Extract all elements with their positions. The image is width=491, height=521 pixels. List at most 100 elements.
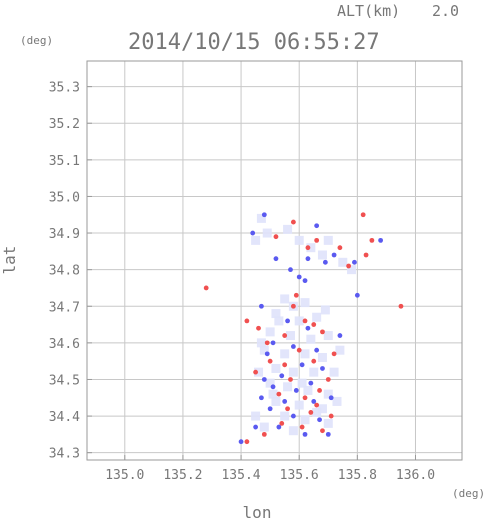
x-tick-label: 136.0 — [396, 468, 435, 483]
weak-echo-point — [280, 411, 290, 421]
positive-echo-point — [302, 318, 308, 324]
positive-echo-point — [325, 377, 331, 382]
y-unit-label: (deg) — [20, 34, 53, 47]
y-tick-label: 34.3 — [49, 447, 80, 462]
x-tick-label: 135.8 — [338, 468, 377, 483]
positive-echo-point — [293, 292, 299, 298]
positive-echo-point — [267, 358, 273, 364]
weak-echo-point — [332, 396, 342, 406]
negative-echo-point — [305, 325, 311, 331]
altitude-label: ALT(km) — [337, 2, 400, 20]
negative-echo-point — [259, 395, 264, 401]
negative-echo-point — [285, 318, 290, 324]
negative-echo-point — [325, 431, 331, 437]
negative-echo-point — [276, 424, 282, 430]
positive-echo-point — [282, 333, 288, 338]
positive-echo-point — [311, 358, 317, 364]
weak-echo-point — [306, 334, 316, 344]
weak-echo-point — [338, 257, 348, 267]
altitude-value: 2.0 — [432, 2, 459, 20]
weak-echo-point — [288, 426, 298, 436]
negative-echo-point — [322, 259, 328, 265]
weak-echo-point — [280, 349, 290, 359]
negative-echo-point — [270, 384, 276, 390]
plot-frame — [86, 60, 463, 461]
positive-echo-point — [311, 322, 317, 327]
negative-echo-point — [337, 333, 343, 338]
negative-echo-point — [311, 399, 317, 404]
positive-echo-point — [360, 212, 366, 218]
positive-echo-point — [288, 377, 293, 382]
weak-echo-point — [294, 235, 304, 245]
negative-echo-point — [299, 362, 305, 368]
negative-echo-point — [328, 395, 334, 401]
x-tick-label: 135.6 — [280, 468, 319, 483]
positive-echo-point — [337, 245, 343, 251]
weak-echo-point — [309, 367, 319, 377]
positive-echo-point — [285, 406, 290, 412]
weak-echo-point — [294, 400, 304, 410]
weak-echo-point — [268, 389, 278, 399]
negative-echo-point — [250, 230, 256, 236]
weak-echo-point — [317, 250, 327, 260]
positive-echo-point — [331, 351, 337, 357]
data-points — [203, 212, 404, 445]
positive-echo-point — [314, 402, 320, 408]
weak-echo-point — [317, 353, 327, 363]
negative-echo-point — [331, 252, 337, 258]
x-axis-label: lon — [243, 503, 272, 521]
y-tick-label: 35.3 — [49, 81, 80, 96]
x-tick-label: 135.0 — [105, 468, 144, 483]
negative-echo-point — [264, 351, 270, 357]
negative-echo-point — [238, 439, 244, 445]
positive-echo-point — [317, 388, 322, 393]
timestamp-title: 2014/10/15 06:55:27 — [128, 30, 380, 55]
tick-marks — [87, 86, 416, 460]
y-tick-label: 34.6 — [49, 337, 80, 352]
weak-echo-point — [280, 294, 290, 304]
positive-echo-point — [279, 420, 285, 426]
y-tick-label: 34.8 — [49, 264, 80, 279]
negative-echo-point — [267, 406, 273, 412]
negative-echo-point — [270, 340, 276, 346]
negative-echo-point — [253, 424, 259, 430]
positive-echo-point — [264, 340, 270, 346]
positive-echo-point — [290, 303, 296, 309]
negative-echo-point — [261, 377, 267, 382]
y-tick-label: 34.4 — [49, 410, 80, 425]
weak-echo-point — [271, 363, 281, 373]
positive-echo-point — [253, 369, 259, 375]
positive-echo-point — [320, 329, 325, 335]
weak-echo-point — [256, 213, 266, 223]
positive-echo-point — [261, 431, 267, 437]
weak-echo-point — [288, 367, 298, 377]
positive-echo-point — [296, 347, 302, 353]
weak-echo-point — [265, 378, 275, 388]
weak-echo-point — [323, 418, 333, 428]
negative-echo-point — [352, 259, 357, 265]
negative-echo-point — [354, 292, 360, 298]
negative-echo-point — [302, 431, 308, 437]
weak-echo-point — [323, 389, 333, 399]
weak-echo-point — [256, 338, 266, 348]
weak-echo-point — [335, 345, 345, 355]
negative-echo-point — [282, 399, 288, 404]
positive-echo-point — [398, 303, 404, 309]
positive-echo-point — [363, 252, 369, 258]
positive-echo-point — [346, 263, 352, 269]
negative-echo-point — [261, 212, 267, 218]
negative-echo-point — [279, 373, 285, 379]
negative-echo-point — [378, 237, 384, 243]
weak-echo-point — [254, 367, 264, 377]
negative-echo-point — [305, 256, 311, 262]
y-tick-label: 35.0 — [49, 190, 80, 205]
negative-echo-point — [314, 223, 320, 229]
weak-echo-point — [283, 382, 293, 392]
x-unit-label: (deg) — [452, 487, 485, 500]
weak-echo-point — [274, 316, 284, 326]
negative-echo-point — [296, 274, 302, 280]
y-tick-label: 34.5 — [49, 373, 80, 388]
positive-echo-point — [276, 391, 282, 397]
weak-echo-point — [297, 378, 307, 388]
